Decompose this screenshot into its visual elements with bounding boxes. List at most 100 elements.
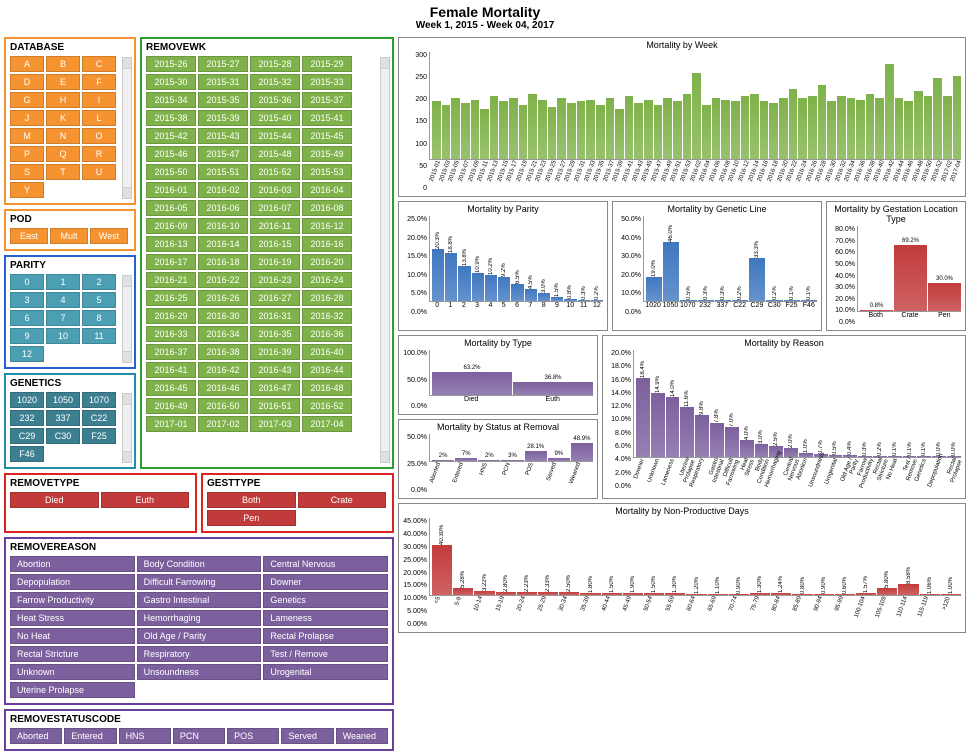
- filter-chip[interactable]: Mult: [50, 228, 88, 244]
- filter-chip[interactable]: 2016-45: [146, 380, 196, 396]
- filter-chip[interactable]: Test / Remove: [263, 646, 388, 662]
- filter-chip[interactable]: 2015-51: [198, 164, 248, 180]
- filter-chip[interactable]: Urogenital: [263, 664, 388, 680]
- filter-chip[interactable]: 2015-43: [198, 128, 248, 144]
- filter-chip[interactable]: 2015-30: [146, 74, 196, 90]
- filter-chip[interactable]: Weaned: [336, 728, 388, 744]
- filter-chip[interactable]: 2015-48: [250, 146, 300, 162]
- filter-chip[interactable]: 2015-50: [146, 164, 196, 180]
- scrollbar[interactable]: [380, 57, 390, 463]
- filter-chip[interactable]: 232: [10, 410, 44, 426]
- filter-chip[interactable]: 2015-45: [302, 128, 352, 144]
- filter-chip[interactable]: 2016-40: [302, 344, 352, 360]
- scrollbar[interactable]: [122, 275, 132, 363]
- filter-chip[interactable]: 2016-52: [302, 398, 352, 414]
- filter-chip[interactable]: 10: [46, 328, 80, 344]
- filter-chip[interactable]: Aborted: [10, 728, 62, 744]
- filter-chip[interactable]: POS: [227, 728, 279, 744]
- filter-chip[interactable]: J: [10, 110, 44, 126]
- filter-chip[interactable]: 337: [46, 410, 80, 426]
- filter-chip[interactable]: 2017-01: [146, 416, 196, 432]
- filter-chip[interactable]: Crate: [298, 492, 387, 508]
- filter-chip[interactable]: 11: [82, 328, 116, 344]
- filter-chip[interactable]: D: [10, 74, 44, 90]
- filter-chip[interactable]: 2016-37: [146, 344, 196, 360]
- filter-chip[interactable]: R: [82, 146, 116, 162]
- filter-chip[interactable]: 2016-25: [146, 290, 196, 306]
- filter-chip[interactable]: 2016-38: [198, 344, 248, 360]
- filter-chip[interactable]: Unknown: [10, 664, 135, 680]
- filter-chip[interactable]: Q: [46, 146, 80, 162]
- filter-chip[interactable]: 2016-19: [250, 254, 300, 270]
- filter-chip[interactable]: F46: [10, 446, 44, 462]
- filter-chip[interactable]: HNS: [119, 728, 171, 744]
- filter-chip[interactable]: 2016-26: [198, 290, 248, 306]
- filter-chip[interactable]: Gastro Intestinal: [137, 592, 262, 608]
- filter-chip[interactable]: F25: [82, 428, 116, 444]
- filter-chip[interactable]: 7: [46, 310, 80, 326]
- filter-chip[interactable]: I: [82, 92, 116, 108]
- filter-chip[interactable]: 2016-30: [198, 308, 248, 324]
- filter-chip[interactable]: 2015-34: [146, 92, 196, 108]
- filter-chip[interactable]: 2016-43: [250, 362, 300, 378]
- filter-chip[interactable]: 2016-28: [302, 290, 352, 306]
- filter-chip[interactable]: 2016-01: [146, 182, 196, 198]
- filter-chip[interactable]: 2015-46: [146, 146, 196, 162]
- filter-chip[interactable]: 2016-23: [250, 272, 300, 288]
- filter-chip[interactable]: 2016-49: [146, 398, 196, 414]
- filter-chip[interactable]: 2015-42: [146, 128, 196, 144]
- filter-chip[interactable]: Euth: [101, 492, 190, 508]
- filter-chip[interactable]: C29: [10, 428, 44, 444]
- filter-chip[interactable]: 0: [10, 274, 44, 290]
- filter-chip[interactable]: 2016-09: [146, 218, 196, 234]
- filter-chip[interactable]: West: [90, 228, 128, 244]
- filter-chip[interactable]: Abortion: [10, 556, 135, 572]
- filter-chip[interactable]: 1050: [46, 392, 80, 408]
- filter-chip[interactable]: 1070: [82, 392, 116, 408]
- filter-chip[interactable]: N: [46, 128, 80, 144]
- filter-chip[interactable]: 2015-33: [302, 74, 352, 90]
- filter-chip[interactable]: Entered: [64, 728, 116, 744]
- filter-chip[interactable]: C22: [82, 410, 116, 426]
- filter-chip[interactable]: 2015-39: [198, 110, 248, 126]
- filter-chip[interactable]: 2016-16: [302, 236, 352, 252]
- filter-chip[interactable]: 2016-14: [198, 236, 248, 252]
- filter-chip[interactable]: Died: [10, 492, 99, 508]
- filter-chip[interactable]: 2016-07: [250, 200, 300, 216]
- filter-chip[interactable]: T: [46, 164, 80, 180]
- filter-chip[interactable]: Rectal Stricture: [10, 646, 135, 662]
- filter-chip[interactable]: 2015-29: [302, 56, 352, 72]
- filter-chip[interactable]: 2015-27: [198, 56, 248, 72]
- filter-chip[interactable]: 2016-05: [146, 200, 196, 216]
- filter-chip[interactable]: 2016-11: [250, 218, 300, 234]
- filter-chip[interactable]: F: [82, 74, 116, 90]
- filter-chip[interactable]: H: [46, 92, 80, 108]
- filter-chip[interactable]: 4: [46, 292, 80, 308]
- filter-chip[interactable]: 2017-03: [250, 416, 300, 432]
- filter-chip[interactable]: 2015-44: [250, 128, 300, 144]
- filter-chip[interactable]: 8: [82, 310, 116, 326]
- scrollbar[interactable]: [122, 57, 132, 199]
- filter-chip[interactable]: 2016-31: [250, 308, 300, 324]
- filter-chip[interactable]: 2016-13: [146, 236, 196, 252]
- filter-chip[interactable]: 2016-06: [198, 200, 248, 216]
- filter-chip[interactable]: 2016-24: [302, 272, 352, 288]
- filter-chip[interactable]: 2016-42: [198, 362, 248, 378]
- filter-chip[interactable]: Pen: [207, 510, 296, 526]
- filter-chip[interactable]: East: [10, 228, 48, 244]
- filter-chip[interactable]: Unsoundness: [137, 664, 262, 680]
- filter-chip[interactable]: 2015-26: [146, 56, 196, 72]
- filter-chip[interactable]: 2015-37: [302, 92, 352, 108]
- filter-chip[interactable]: 2016-50: [198, 398, 248, 414]
- filter-chip[interactable]: 2016-08: [302, 200, 352, 216]
- filter-chip[interactable]: Difficult Farrowing: [137, 574, 262, 590]
- filter-chip[interactable]: PCN: [173, 728, 225, 744]
- filter-chip[interactable]: 9: [10, 328, 44, 344]
- filter-chip[interactable]: 2016-21: [146, 272, 196, 288]
- filter-chip[interactable]: 2016-15: [250, 236, 300, 252]
- filter-chip[interactable]: 5: [82, 292, 116, 308]
- filter-chip[interactable]: Old Age / Parity: [137, 628, 262, 644]
- filter-chip[interactable]: 2015-53: [302, 164, 352, 180]
- filter-chip[interactable]: 2016-39: [250, 344, 300, 360]
- filter-chip[interactable]: G: [10, 92, 44, 108]
